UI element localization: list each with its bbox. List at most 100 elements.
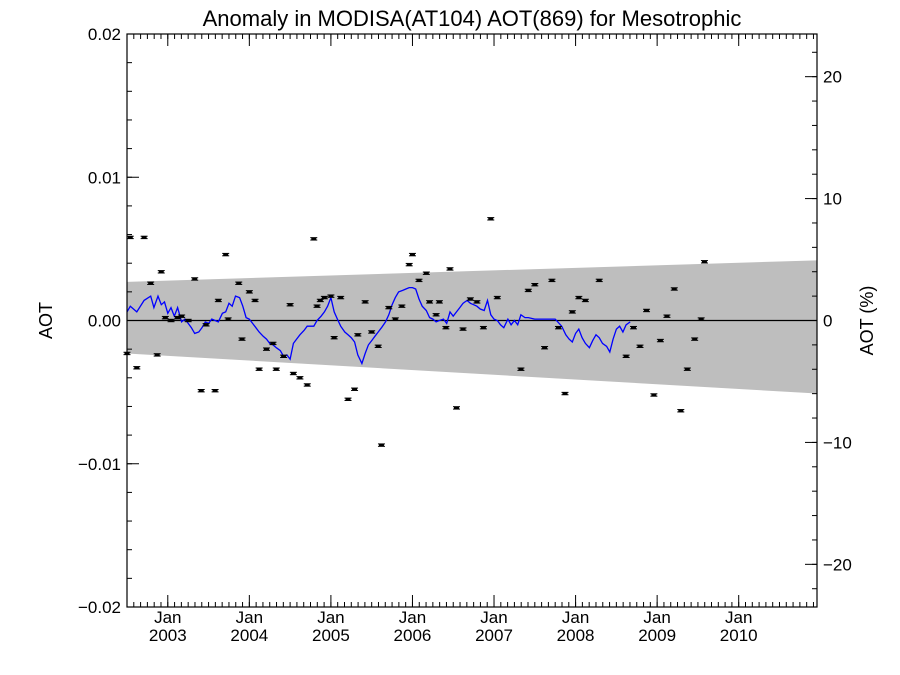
anomaly-point	[432, 313, 440, 317]
anomaly-point-marker	[311, 237, 317, 241]
anomaly-point-marker	[525, 289, 531, 292]
anomaly-point-marker	[246, 290, 252, 294]
anomaly-point	[385, 305, 393, 310]
anomaly-point	[541, 346, 549, 350]
anomaly-point-marker	[345, 398, 351, 401]
anomaly-point	[153, 353, 161, 357]
anomaly-point	[466, 297, 474, 301]
x-tick-month-label: Jan	[154, 608, 181, 627]
anomaly-point-marker	[433, 313, 439, 316]
anomaly-point-marker	[692, 337, 698, 341]
anomaly-point	[303, 383, 311, 387]
anomaly-point	[691, 337, 699, 341]
anomaly-point	[700, 260, 708, 264]
anomaly-point-marker	[623, 355, 629, 358]
anomaly-point	[548, 278, 556, 283]
anomaly-point-marker	[223, 253, 229, 256]
anomaly-point-marker	[270, 342, 276, 345]
x-tick-month-label: Jan	[562, 608, 589, 627]
y2-tick-label: 10	[823, 190, 842, 209]
anomaly-point	[697, 317, 705, 321]
anomaly-point	[251, 298, 259, 303]
anomaly-point	[415, 278, 423, 283]
x-tick-year-label: 2005	[312, 626, 350, 645]
anomaly-point-marker	[273, 368, 279, 371]
anomaly-point	[636, 344, 644, 348]
anomaly-point-marker	[256, 368, 262, 371]
anomaly-point	[531, 282, 539, 287]
anomaly-point	[320, 295, 328, 300]
x-tick-year-label: 2007	[475, 626, 513, 645]
anomaly-point-marker	[252, 299, 258, 302]
anomaly-point-marker	[192, 277, 198, 281]
anomaly-point	[677, 409, 685, 413]
anomaly-point	[368, 330, 376, 334]
anomaly-point-marker	[436, 300, 442, 304]
anomaly-point	[446, 267, 454, 271]
anomaly-point	[391, 317, 399, 321]
anomaly-point	[670, 287, 678, 291]
y2-tick-label: −10	[823, 433, 852, 452]
anomaly-point	[656, 338, 664, 343]
anomaly-point-marker	[582, 299, 588, 302]
anomaly-point-marker	[355, 333, 361, 337]
anomaly-point-marker	[406, 263, 412, 266]
anomaly-point	[316, 298, 324, 303]
anomaly-point-marker	[494, 296, 500, 299]
y2-axis-label: AOT (%)	[857, 286, 877, 356]
anomaly-point-marker	[203, 323, 209, 326]
anomaly-point-marker	[474, 300, 480, 304]
anomaly-point	[327, 294, 335, 298]
anomaly-point-marker	[399, 304, 405, 308]
anomaly-point	[663, 314, 671, 318]
anomaly-point-marker	[701, 260, 707, 263]
x-tick-month-label: Jan	[236, 608, 263, 627]
anomaly-point-marker	[212, 389, 218, 392]
x-tick-year-label: 2009	[638, 626, 676, 645]
anomaly-point	[126, 235, 134, 240]
anomaly-point-marker	[630, 326, 636, 329]
anomaly-point	[595, 278, 603, 283]
anomaly-point	[214, 298, 222, 303]
anomaly-point	[650, 393, 658, 397]
anomaly-point-marker	[447, 267, 453, 271]
anomaly-point-marker	[386, 306, 392, 309]
anomaly-point	[374, 344, 382, 348]
anomaly-point-marker	[290, 372, 296, 375]
anomaly-point-marker	[236, 282, 242, 285]
axes-layer: −0.02−0.010.000.010.02−20−1001020Jan2003…	[78, 25, 852, 645]
anomaly-point-marker	[416, 279, 422, 282]
uncertainty-band	[127, 260, 817, 394]
y-tick-label: 0.00	[88, 312, 121, 331]
anomaly-point-marker	[328, 294, 334, 298]
anomaly-point-marker	[480, 326, 486, 329]
anomaly-point	[255, 367, 263, 371]
y2-tick-label: −20	[823, 555, 852, 574]
anomaly-point	[581, 298, 589, 303]
x-tick-month-label: Jan	[643, 608, 670, 627]
anomaly-point-marker	[375, 345, 381, 348]
anomaly-point-marker	[162, 316, 168, 319]
y-tick-label: 0.01	[88, 168, 121, 187]
anomaly-point	[337, 295, 345, 300]
y-tick-label: −0.01	[78, 455, 121, 474]
anomaly-point-marker	[331, 336, 337, 339]
y2-tick-label: 0	[823, 312, 832, 331]
anomaly-point	[517, 367, 525, 371]
y-tick-label: 0.02	[88, 25, 121, 44]
anomaly-point-marker	[127, 236, 133, 239]
anomaly-point	[235, 281, 243, 285]
y2-tick-label: 20	[823, 68, 842, 87]
anomaly-point-marker	[287, 303, 293, 306]
anomaly-point-marker	[454, 406, 460, 410]
anomaly-point	[202, 323, 210, 327]
anomaly-point	[313, 304, 321, 308]
anomaly-point	[157, 270, 165, 274]
anomaly-point-marker	[532, 283, 538, 286]
anomaly-line	[126, 286, 631, 366]
anomaly-point-marker	[362, 300, 368, 304]
anomaly-point	[140, 235, 148, 240]
anomaly-point-marker	[215, 299, 221, 302]
anomaly-point-marker	[392, 317, 398, 321]
anomaly-point-marker	[281, 355, 287, 358]
